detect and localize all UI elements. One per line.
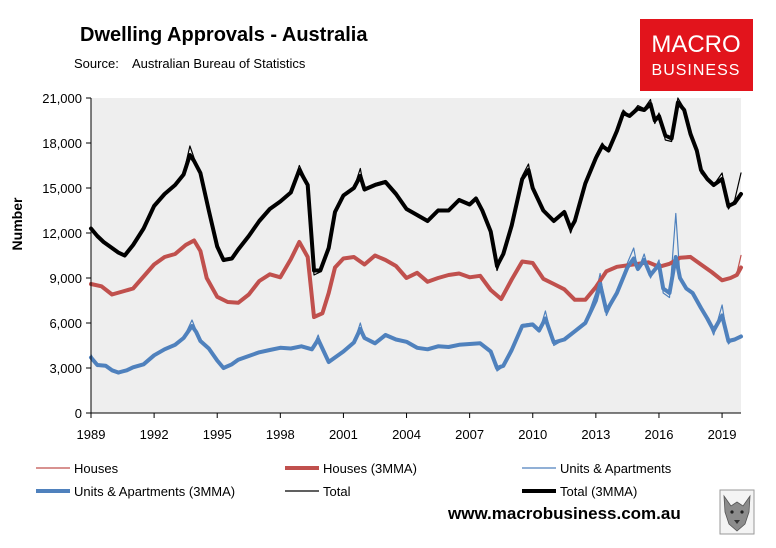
series-line-units-apartments-3mma bbox=[89, 255, 743, 375]
chart-title: Dwelling Approvals - Australia bbox=[80, 24, 368, 46]
legend-label: Units & Apartments (3MMA) bbox=[74, 484, 235, 499]
y-tick-label: 21,000 bbox=[42, 91, 82, 106]
logo-background bbox=[640, 19, 753, 91]
x-tick-label: 2019 bbox=[708, 427, 737, 442]
y-tick-label: 9,000 bbox=[49, 271, 82, 286]
x-tick-label: 2007 bbox=[455, 427, 484, 442]
y-tick-label: 0 bbox=[75, 406, 82, 421]
x-tick-label: 1989 bbox=[77, 427, 106, 442]
logo-line1: MACRO bbox=[651, 31, 740, 58]
plot-area bbox=[91, 98, 741, 413]
legend-item-houses: Houses bbox=[36, 461, 119, 476]
legend-label: Units & Apartments bbox=[560, 461, 672, 476]
legend-label: Total (3MMA) bbox=[560, 484, 637, 499]
legend: Houses Houses (3MMA) Units & Apartments Uni… bbox=[36, 461, 672, 499]
y-tick-label: 18,000 bbox=[42, 136, 82, 151]
y-axis-title: Number bbox=[9, 197, 25, 250]
x-tick-label: 2013 bbox=[581, 427, 610, 442]
legend-label: Houses (3MMA) bbox=[323, 461, 417, 476]
y-tick-label: 15,000 bbox=[42, 181, 82, 196]
x-tick-label: 1998 bbox=[266, 427, 295, 442]
y-tick-label: 6,000 bbox=[49, 316, 82, 331]
logo-line2: BUSINESS bbox=[652, 62, 741, 79]
wolf-icon bbox=[719, 489, 755, 535]
legend-item-units-apartments: Units & Apartments bbox=[522, 461, 672, 476]
series-layer bbox=[89, 97, 743, 375]
x-tick-label: 2016 bbox=[645, 427, 674, 442]
legend-label: Houses bbox=[74, 461, 119, 476]
x-tick-label: 2010 bbox=[518, 427, 547, 442]
x-tick-label: 2001 bbox=[329, 427, 358, 442]
axes: 0 3,000 6,000 9,000 12,000 15,000 18,000 21,000… bbox=[42, 91, 741, 442]
legend-item-houses-3mma: Houses (3MMA) bbox=[285, 461, 417, 476]
legend-label: Total bbox=[323, 484, 351, 499]
x-tick-label: 1992 bbox=[140, 427, 169, 442]
macrobusiness-logo: MACRO BUSINESS bbox=[640, 19, 753, 91]
legend-item-units-apartments-3mma: Units & Apartments (3MMA) bbox=[36, 484, 235, 499]
website-url[interactable]: www.macrobusiness.com.au bbox=[447, 504, 681, 523]
y-tick-label: 12,000 bbox=[42, 226, 82, 241]
series-line-total-3mma bbox=[89, 100, 743, 273]
legend-item-total: Total bbox=[285, 484, 351, 499]
y-tick-label: 3,000 bbox=[49, 361, 82, 376]
source-value: Australian Bureau of Statistics bbox=[132, 56, 306, 71]
legend-item-total-3mma: Total (3MMA) bbox=[522, 484, 637, 499]
x-tick-label: 1995 bbox=[203, 427, 232, 442]
x-tick-label: 2004 bbox=[392, 427, 421, 442]
source-label: Source: bbox=[74, 56, 119, 71]
